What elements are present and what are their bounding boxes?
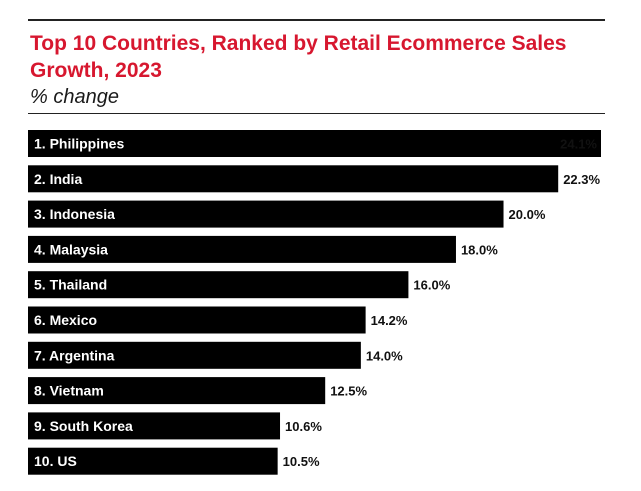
bar — [28, 165, 559, 193]
bar-category-label: 1. Philippines — [34, 136, 124, 152]
bar — [28, 200, 504, 228]
bar-value-label: 10.6% — [285, 419, 322, 434]
bar-category-label: 10. US — [34, 453, 77, 469]
bar-value-label: 22.3% — [563, 172, 600, 187]
bar — [28, 341, 361, 369]
bar-category-label: 2. India — [34, 171, 82, 187]
bar — [28, 130, 601, 157]
bar-category-label: 5. Thailand — [34, 277, 107, 293]
bar-category-label: 8. Vietnam — [34, 383, 104, 399]
bar — [28, 271, 409, 299]
bar — [28, 447, 278, 475]
bar-category-label: 3. Indonesia — [34, 206, 115, 222]
bar-value-label: 18.0% — [461, 242, 498, 257]
bar-category-label: 6. Mexico — [34, 312, 97, 328]
bar-value-label: 10.5% — [283, 454, 320, 469]
chart-title: Top 10 Countries, Ranked by Retail Ecomm… — [30, 32, 567, 82]
bar-value-label: 12.5% — [330, 384, 367, 399]
bar-category-label: 9. South Korea — [34, 418, 133, 434]
bar-category-label: 7. Argentina — [34, 347, 115, 363]
bar-value-label: 14.2% — [371, 313, 408, 328]
subtitle-rule — [28, 113, 605, 114]
bar-value-label: 24.1% — [560, 137, 597, 152]
bar — [28, 412, 281, 440]
chart-subtitle: % change — [30, 86, 119, 108]
bar — [28, 377, 326, 405]
bar-category-label: 4. Malaysia — [34, 241, 108, 257]
bar — [28, 235, 456, 263]
bar-value-label: 16.0% — [413, 278, 450, 293]
bar-value-label: 14.0% — [366, 348, 403, 363]
bar-value-label: 20.0% — [509, 207, 546, 222]
top-rule — [28, 19, 605, 21]
bar — [28, 306, 366, 334]
